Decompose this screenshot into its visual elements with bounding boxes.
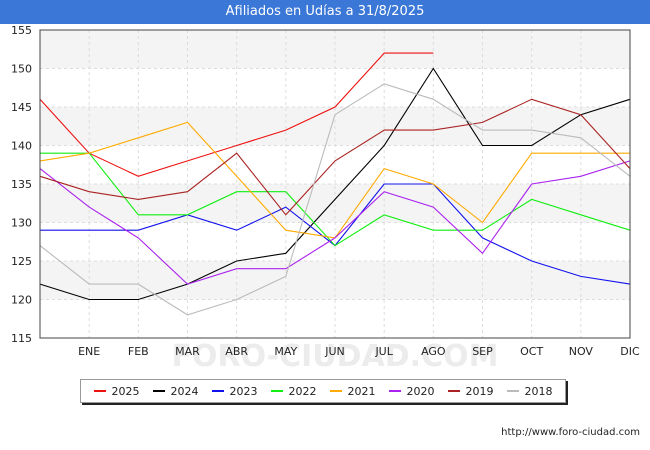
legend-swatch	[447, 390, 460, 392]
y-tick-label: 150	[11, 63, 32, 76]
chart-title: Afiliados en Udías a 31/8/2025	[225, 4, 425, 19]
x-tick-label: SEP	[472, 345, 493, 358]
legend-item-2024: 2024	[152, 384, 199, 398]
x-tick-label: ABR	[225, 345, 248, 358]
x-tick-label: OCT	[520, 345, 543, 358]
x-tick-label: FEB	[128, 345, 149, 358]
legend-item-2021: 2021	[329, 384, 376, 398]
legend-swatch	[152, 390, 165, 392]
line-chart: FORO-CIUDAD.COM 115 120 125 130 135 140 145 150 1…	[11, 24, 640, 374]
series-line-2020	[39, 160, 631, 285]
chart-legend: 2025 2024 2023 2022 2021 2020 2019 2018	[80, 379, 566, 403]
legend-item-2019: 2019	[447, 384, 494, 398]
series-line-2022	[40, 152, 631, 247]
x-tick-label: AGO	[421, 345, 446, 358]
legend-label: 2021	[347, 384, 376, 398]
legend-label: 2023	[229, 384, 258, 398]
legend-swatch	[93, 390, 106, 392]
x-tick-label: JUN	[324, 345, 345, 358]
y-tick-label: 130	[11, 217, 32, 230]
legend-item-2025: 2025	[93, 384, 140, 398]
y-tick-label: 140	[11, 140, 32, 153]
legend-label: 2018	[524, 384, 553, 398]
grid-band	[40, 261, 630, 300]
y-tick-label: 135	[11, 178, 32, 191]
legend-label: 2019	[465, 384, 494, 398]
x-tick-label: DIC	[620, 345, 640, 358]
legend-label: 2022	[288, 384, 317, 398]
legend-item-2023: 2023	[211, 384, 258, 398]
legend-label: 2025	[111, 384, 140, 398]
legend-item-2018: 2018	[506, 384, 553, 398]
x-tick-label: ENE	[78, 345, 100, 358]
series-line-2024	[39, 67, 631, 301]
y-tick-label: 125	[11, 255, 32, 268]
legend-item-2020: 2020	[388, 384, 435, 398]
title-bar	[0, 0, 650, 24]
series-line-2025	[39, 52, 434, 177]
legend-swatch	[270, 390, 283, 392]
x-tick-label: NOV	[569, 345, 594, 358]
legend-swatch	[506, 390, 519, 392]
legend-swatch	[211, 390, 224, 392]
y-tick-label: 120	[11, 294, 32, 307]
legend-swatch	[388, 390, 401, 392]
series-line-2018	[39, 83, 631, 316]
x-tick-label: JUL	[374, 345, 393, 358]
plot-frame	[39, 29, 631, 339]
legend-item-2022: 2022	[270, 384, 317, 398]
y-tick-label: 145	[11, 101, 32, 114]
legend-swatch	[329, 390, 342, 392]
source-url: http://www.foro-ciudad.com	[501, 427, 640, 438]
legend-label: 2024	[170, 384, 199, 398]
x-tick-label: MAR	[175, 345, 200, 358]
y-tick-label: 155	[11, 24, 32, 37]
y-tick-label: 115	[11, 332, 32, 345]
x-tick-label: MAY	[274, 345, 297, 358]
legend-label: 2020	[406, 384, 435, 398]
watermark: FORO-CIUDAD.COM	[172, 339, 499, 374]
series-line-2019	[39, 98, 631, 216]
